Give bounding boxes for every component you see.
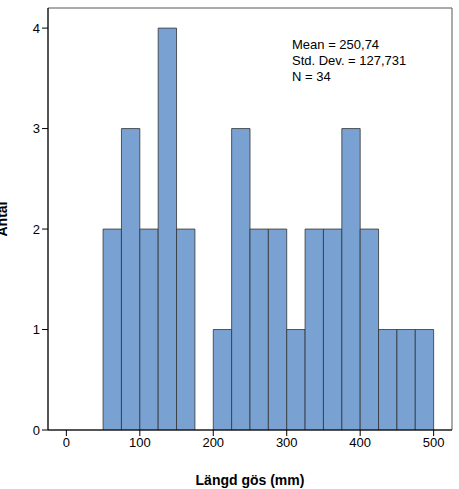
- svg-text:200: 200: [202, 435, 224, 450]
- svg-text:0: 0: [33, 423, 40, 438]
- svg-text:100: 100: [129, 435, 151, 450]
- svg-text:3: 3: [33, 121, 40, 136]
- html-text:N = 34: N = 34: [292, 69, 331, 84]
- svg-text:500: 500: [423, 435, 445, 450]
- svg-text:2: 2: [33, 222, 40, 237]
- html-text:Std. Dev. = 127,731: Std. Dev. = 127,731: [292, 53, 407, 68]
- html-text:Mean = 250,74: Mean = 250,74: [292, 37, 380, 52]
- svg-text:400: 400: [349, 435, 371, 450]
- svg-text:Antal: Antal: [8, 202, 10, 237]
- svg-text:Längd gös (mm): Längd gös (mm): [196, 472, 305, 488]
- svg-text:4: 4: [33, 21, 40, 36]
- svg-text:1: 1: [33, 322, 40, 337]
- svg-text:0: 0: [63, 435, 70, 450]
- svg-text:300: 300: [276, 435, 298, 450]
